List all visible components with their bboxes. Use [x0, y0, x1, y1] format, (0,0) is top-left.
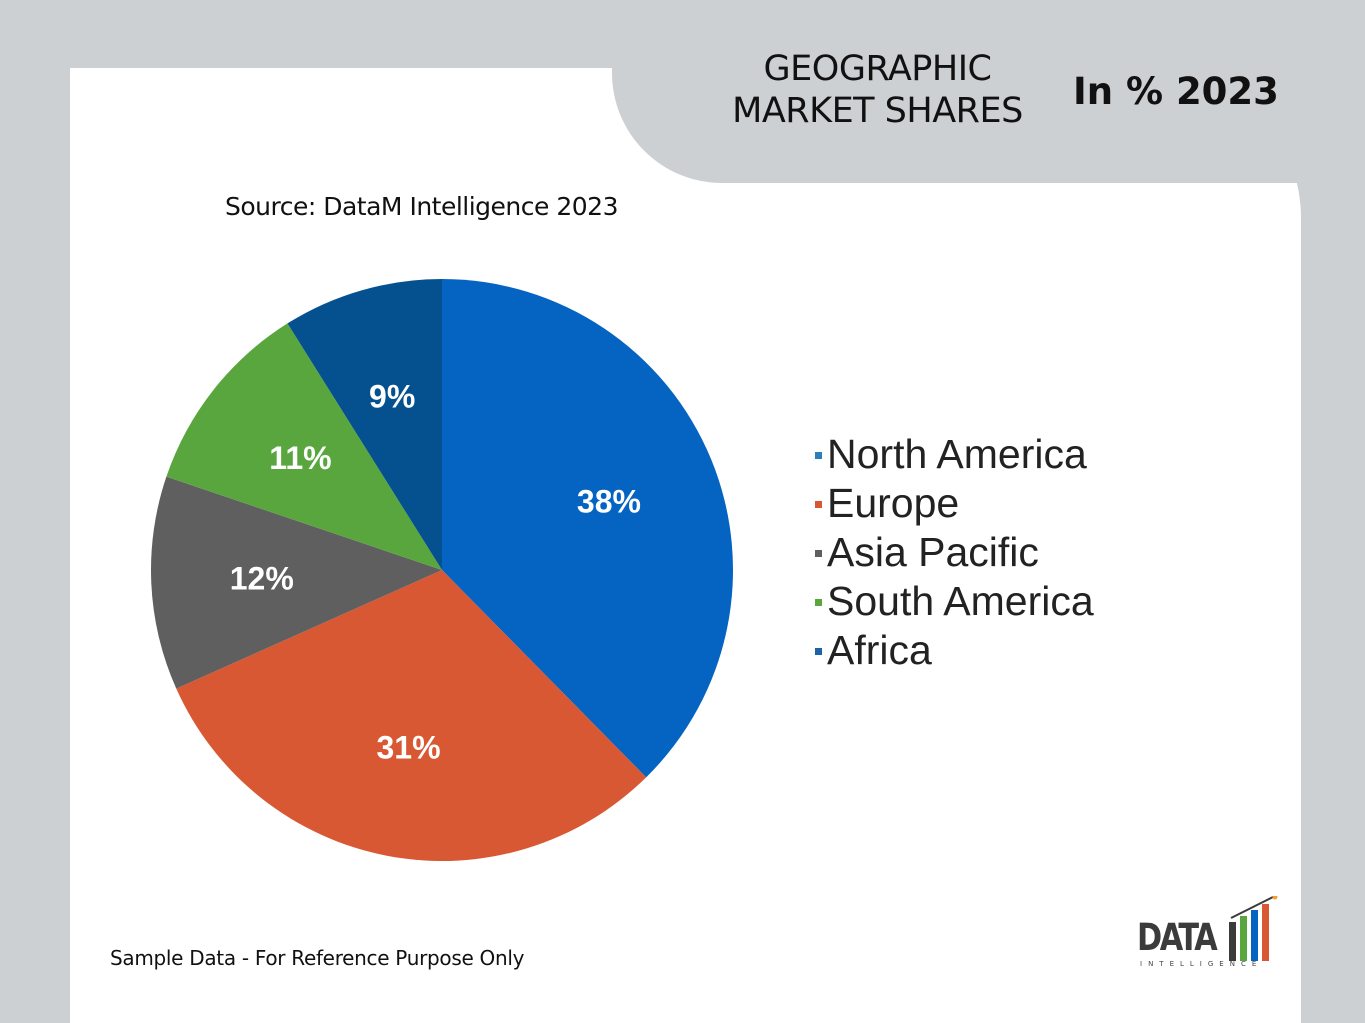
- legend-item-south-america: South America: [815, 577, 1094, 626]
- footnote: Sample Data - For Reference Purpose Only: [110, 946, 525, 970]
- chart-title-line-2: MARKET SHARES: [732, 91, 1023, 131]
- legend-item-asia-pacific: Asia Pacific: [815, 528, 1094, 577]
- pie-label-south-america: 11%: [269, 440, 331, 476]
- pie-label-europe: 31%: [377, 729, 441, 765]
- chart-title-line-1: GEOGRAPHIC: [763, 49, 992, 89]
- data-intelligence-logo: DATA INTELLIGENCE: [1137, 896, 1279, 972]
- logo-graphic: [1229, 896, 1278, 961]
- logo-tagline: INTELLIGENCE: [1140, 960, 1263, 968]
- legend-swatch-north-america: [815, 452, 822, 459]
- legend-label-asia-pacific: Asia Pacific: [827, 529, 1039, 575]
- legend-item-europe: Europe: [815, 479, 1094, 528]
- pie-slice-labels: 38% 31% 12% 11% 9%: [230, 379, 641, 766]
- pie-slice-europe: [176, 570, 647, 861]
- legend-label-north-america: North America: [827, 431, 1087, 477]
- header-tab: [612, 0, 1365, 183]
- chart-subtitle: In % 2023: [1073, 70, 1279, 113]
- legend-swatch-africa: [815, 648, 822, 655]
- logo-wordmark: DATA: [1137, 916, 1218, 959]
- legend-label-europe: Europe: [827, 480, 960, 526]
- chart-legend: North America Europe Asia Pacific South Ame…: [815, 430, 1094, 675]
- pie-slice-south-america: [166, 323, 442, 570]
- pie-label-north-america: 38%: [577, 484, 641, 520]
- pie-label-africa: 9%: [369, 379, 415, 415]
- legend-swatch-europe: [815, 501, 822, 508]
- pie-slice-africa: [287, 279, 442, 570]
- pie-slice-asia-pacific: [150, 476, 442, 689]
- pie-label-asia-pacific: 12%: [230, 560, 294, 596]
- legend-label-south-america: South America: [827, 578, 1094, 624]
- pie-slice-north-america: [442, 279, 734, 778]
- legend-item-africa: Africa: [815, 626, 1094, 675]
- source-note: Source: DataM Intelligence 2023: [225, 192, 618, 221]
- chart-title: GEOGRAPHIC MARKET SHARES: [700, 48, 1055, 132]
- legend-item-north-america: North America: [815, 430, 1094, 479]
- legend-label-africa: Africa: [827, 627, 932, 673]
- legend-swatch-south-america: [815, 599, 822, 606]
- legend-swatch-asia-pacific: [815, 550, 822, 557]
- pie-slices: [150, 279, 734, 861]
